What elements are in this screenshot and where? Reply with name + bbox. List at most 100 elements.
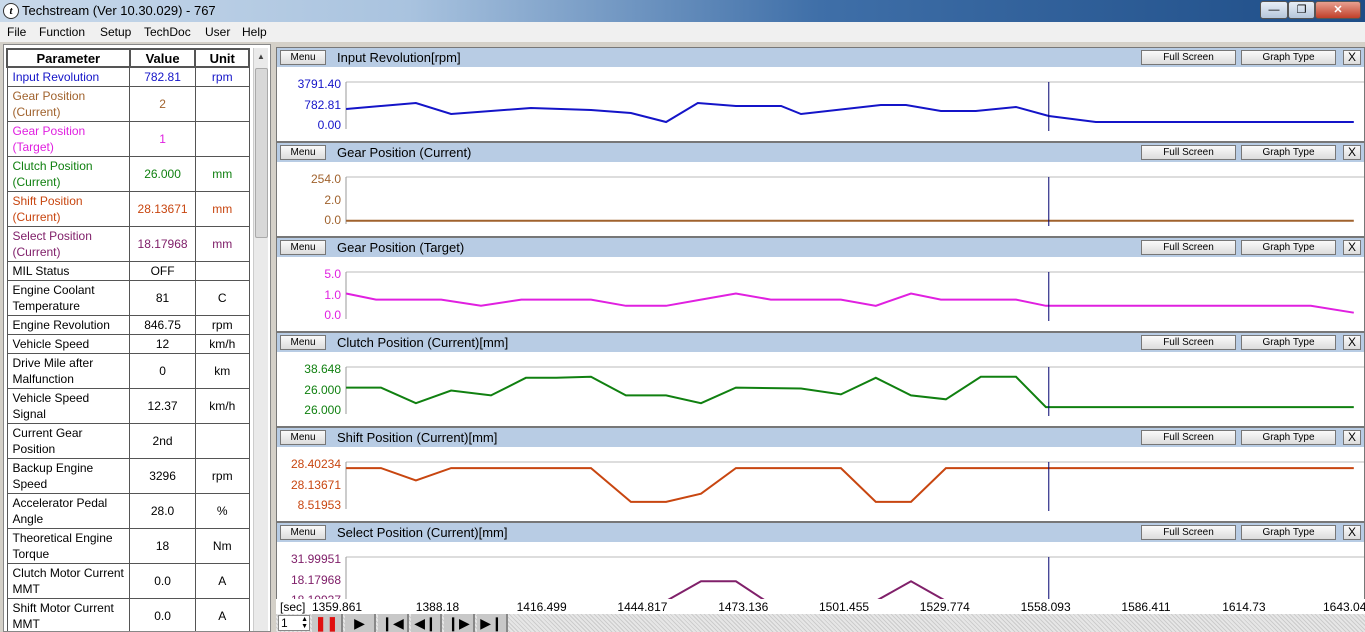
parameter-value: 18.17968 bbox=[129, 225, 196, 262]
parameter-name: Current Gear Position bbox=[6, 422, 131, 459]
parameter-value: 26.000 bbox=[129, 155, 196, 192]
parameter-value: 12.37 bbox=[129, 387, 196, 424]
parameter-value: OFF bbox=[129, 260, 196, 281]
graph-menu-button[interactable]: Menu bbox=[280, 240, 326, 255]
graph-type-button[interactable]: Graph Type bbox=[1241, 50, 1336, 65]
parameter-row[interactable]: Drive Mile after Malfunction 0 km bbox=[6, 352, 250, 389]
graph-menu-button[interactable]: Menu bbox=[280, 430, 326, 445]
skip-start-button[interactable]: ❙◀ bbox=[378, 614, 409, 632]
graph-type-button[interactable]: Graph Type bbox=[1241, 240, 1336, 255]
parameter-row[interactable]: Gear Position (Target) 1 bbox=[6, 120, 250, 157]
parameter-name: Vehicle Speed bbox=[6, 333, 131, 354]
close-graph-button[interactable]: X bbox=[1343, 430, 1361, 445]
parameter-row[interactable]: Vehicle Speed 12 km/h bbox=[6, 333, 250, 354]
pause-button[interactable]: ❚❚ bbox=[312, 614, 343, 632]
graph-menu-button[interactable]: Menu bbox=[280, 50, 326, 65]
y-max-label: 3791.40 bbox=[297, 77, 341, 91]
full-screen-button[interactable]: Full Screen bbox=[1141, 525, 1236, 540]
parameter-row[interactable]: MIL Status OFF bbox=[6, 260, 250, 281]
parameter-row[interactable]: Vehicle Speed Signal 12.37 km/h bbox=[6, 387, 250, 424]
full-screen-button[interactable]: Full Screen bbox=[1141, 145, 1236, 160]
menu-function[interactable]: Function bbox=[39, 25, 86, 39]
skip-end-button[interactable]: ▶❙ bbox=[477, 614, 508, 632]
scroll-thumb[interactable] bbox=[255, 68, 268, 238]
close-graph-button[interactable]: X bbox=[1343, 335, 1361, 350]
menu-user[interactable]: User bbox=[205, 25, 231, 39]
parameter-row[interactable]: Current Gear Position 2nd bbox=[6, 422, 250, 459]
time-tick-label: 1444.817 bbox=[617, 600, 668, 614]
parameter-unit: rpm bbox=[194, 314, 250, 335]
parameter-unit: A bbox=[194, 597, 250, 631]
graph-header: Menu Gear Position (Current) Full Screen… bbox=[277, 143, 1364, 162]
parameter-row[interactable]: Shift Motor Current MMT 0.0 A bbox=[6, 597, 250, 631]
series-line bbox=[346, 375, 1354, 409]
scroll-up-icon[interactable]: ▲ bbox=[257, 52, 265, 61]
graph-type-button[interactable]: Graph Type bbox=[1241, 145, 1336, 160]
y-current-label: 18.17968 bbox=[290, 572, 341, 587]
close-graph-button[interactable]: X bbox=[1343, 145, 1361, 160]
graph-title: Gear Position (Current) bbox=[337, 145, 472, 160]
menu-setup[interactable]: Setup bbox=[100, 25, 132, 39]
parameter-value: 12 bbox=[129, 333, 196, 354]
parameter-unit bbox=[194, 422, 250, 459]
stepper-arrows-icon[interactable]: ▲ ▼ bbox=[301, 616, 308, 630]
parameter-row[interactable]: Engine Coolant Temperature 81 C bbox=[6, 279, 250, 316]
parameter-row[interactable]: Clutch Position (Current) 26.000 mm bbox=[6, 155, 250, 192]
menu-file[interactable]: File bbox=[7, 25, 27, 39]
parameter-unit: km/h bbox=[194, 387, 250, 424]
minimize-button[interactable]: — bbox=[1260, 1, 1288, 19]
parameter-name: Gear Position (Target) bbox=[6, 120, 131, 157]
header-parameter[interactable]: Parameter bbox=[6, 48, 131, 68]
graph-menu-button[interactable]: Menu bbox=[280, 525, 326, 540]
graph-header: Menu Gear Position (Target) Full Screen … bbox=[277, 238, 1364, 257]
y-current-label: 26.000 bbox=[304, 382, 341, 397]
graph-type-button[interactable]: Graph Type bbox=[1241, 335, 1336, 350]
time-axis: [sec] 1359.861 1388.18 1416.499 1444.817 1473… bbox=[276, 599, 1365, 614]
parameter-name: Input Revolution bbox=[6, 66, 131, 87]
parameter-row[interactable]: Accelerator Pedal Angle 28.0% bbox=[6, 492, 250, 529]
graph-menu-button[interactable]: Menu bbox=[280, 145, 326, 160]
parameter-name: Backup Engine Speed bbox=[6, 457, 131, 494]
graph-plot bbox=[345, 461, 1364, 511]
splitter[interactable] bbox=[271, 44, 276, 632]
menu-help[interactable]: Help bbox=[242, 25, 267, 39]
parameter-name: Shift Motor Current MMT bbox=[6, 597, 131, 631]
close-graph-button[interactable]: X bbox=[1343, 525, 1361, 540]
full-screen-button[interactable]: Full Screen bbox=[1141, 430, 1236, 445]
parameter-value: 2nd bbox=[129, 422, 196, 459]
parameter-scrollbar[interactable]: ▲ bbox=[253, 48, 268, 631]
full-screen-button[interactable]: Full Screen bbox=[1141, 240, 1236, 255]
parameter-row[interactable]: Clutch Motor Current MMT 0.0 A bbox=[6, 562, 250, 599]
parameter-row[interactable]: Select Position (Current) 18.17968 mm bbox=[6, 225, 250, 262]
step-back-button[interactable]: ◀❙ bbox=[411, 614, 442, 632]
graph-plot bbox=[345, 176, 1364, 226]
time-tick-label: 1529.774 bbox=[919, 600, 970, 614]
play-button[interactable]: ▶ bbox=[345, 614, 376, 632]
parameter-name: Accelerator Pedal Angle bbox=[6, 492, 131, 529]
maximize-button[interactable]: ❐ bbox=[1288, 1, 1315, 19]
time-tick-label: 1473.136 bbox=[718, 600, 769, 614]
graph-type-button[interactable]: Graph Type bbox=[1241, 430, 1336, 445]
graph-menu-button[interactable]: Menu bbox=[280, 335, 326, 350]
header-value[interactable]: Value bbox=[128, 48, 197, 68]
graph-type-button[interactable]: Graph Type bbox=[1241, 525, 1336, 540]
close-graph-button[interactable]: X bbox=[1343, 50, 1361, 65]
parameter-row[interactable]: Input Revolution 782.81 rpm bbox=[6, 66, 250, 87]
full-screen-button[interactable]: Full Screen bbox=[1141, 50, 1236, 65]
time-tick-label: 1558.093 bbox=[1020, 600, 1071, 614]
parameter-row[interactable]: Shift Position (Current) 28.13671 mm bbox=[6, 190, 250, 227]
header-unit[interactable]: Unit bbox=[194, 48, 250, 68]
speed-stepper[interactable]: 1 ▲ ▼ bbox=[278, 615, 310, 631]
parameter-row[interactable]: Gear Position (Current) 2 bbox=[6, 85, 250, 122]
close-graph-button[interactable]: X bbox=[1343, 240, 1361, 255]
close-button[interactable]: ✕ bbox=[1315, 1, 1361, 19]
parameter-row[interactable]: Theoretical Engine Torque 18 Nm bbox=[6, 527, 250, 564]
step-forward-button[interactable]: ❙▶ bbox=[444, 614, 475, 632]
menu-techdoc[interactable]: TechDoc bbox=[144, 25, 191, 39]
graph-panel: Menu Clutch Position (Current)[mm] Full … bbox=[276, 332, 1365, 427]
time-tick-label: 1359.861 bbox=[312, 600, 363, 614]
full-screen-button[interactable]: Full Screen bbox=[1141, 335, 1236, 350]
parameter-row[interactable]: Engine Revolution 846.75 rpm bbox=[6, 314, 250, 335]
parameter-row[interactable]: Backup Engine Speed 3296 rpm bbox=[6, 457, 250, 494]
graph-header: Menu Shift Position (Current)[mm] Full S… bbox=[277, 428, 1364, 447]
